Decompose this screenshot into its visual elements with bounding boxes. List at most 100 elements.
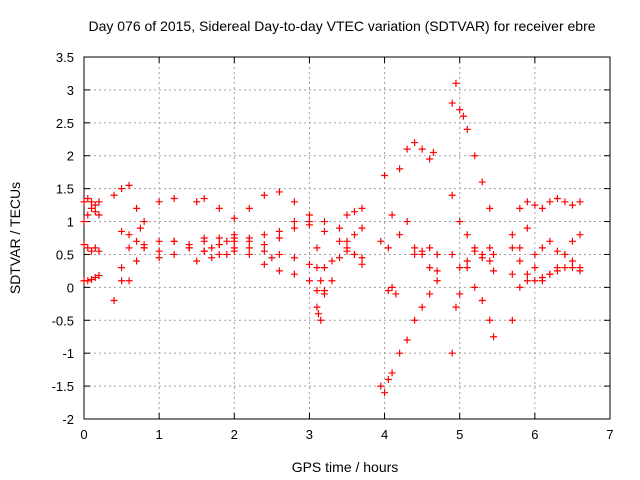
- data-point: [531, 250, 539, 258]
- data-point: [486, 204, 494, 212]
- data-point: [230, 214, 238, 222]
- data-point: [516, 244, 524, 252]
- x-tick-label: 5: [456, 427, 463, 442]
- data-point: [433, 277, 441, 285]
- data-point: [403, 336, 411, 344]
- data-point: [568, 201, 576, 209]
- data-point: [84, 195, 92, 203]
- data-point: [463, 231, 471, 239]
- series-arc-17: [411, 244, 441, 258]
- data-point: [290, 270, 298, 278]
- data-point: [155, 237, 163, 245]
- data-point: [91, 273, 99, 281]
- x-tick-label: 0: [80, 427, 87, 442]
- data-point: [478, 297, 486, 305]
- data-point: [490, 267, 498, 275]
- data-point: [88, 247, 96, 255]
- data-point: [335, 237, 343, 245]
- plot-frame: [83, 56, 611, 420]
- data-point: [260, 191, 268, 199]
- data-point: [118, 185, 126, 193]
- data-point: [84, 244, 92, 252]
- data-point: [88, 204, 96, 212]
- y-tick-label: 3: [67, 83, 74, 98]
- data-point: [88, 198, 96, 206]
- series-arc-21: [448, 247, 498, 275]
- series-arc-11: [313, 303, 325, 324]
- data-point: [418, 303, 426, 311]
- data-point: [553, 267, 561, 275]
- data-point: [561, 250, 569, 258]
- data-point: [403, 145, 411, 153]
- data-point: [418, 145, 426, 153]
- data-point: [314, 310, 322, 318]
- x-tick-label: 6: [531, 427, 538, 442]
- data-point: [223, 237, 231, 245]
- data-point: [343, 244, 351, 252]
- data-point: [317, 316, 325, 324]
- data-point: [118, 277, 126, 285]
- data-point: [328, 257, 336, 265]
- data-point: [320, 218, 328, 226]
- data-point: [110, 191, 118, 199]
- data-point: [561, 264, 569, 272]
- series-arc-13: [377, 139, 437, 252]
- data-point: [200, 195, 208, 203]
- data-point: [290, 218, 298, 226]
- y-tick-label: 2: [67, 149, 74, 164]
- data-point: [91, 208, 99, 216]
- y-tick-label: 0.5: [56, 247, 74, 262]
- data-point: [538, 204, 546, 212]
- data-point: [516, 257, 524, 265]
- data-point: [328, 277, 336, 285]
- data-point: [433, 250, 441, 258]
- data-point: [84, 277, 92, 285]
- data-point: [80, 241, 88, 249]
- data-point: [429, 148, 437, 156]
- data-point: [456, 290, 464, 298]
- data-point: [508, 316, 516, 324]
- data-point: [208, 244, 216, 252]
- series-arc-19: [448, 264, 498, 357]
- data-point: [411, 139, 419, 147]
- data-point: [381, 389, 389, 397]
- data-point: [553, 195, 561, 203]
- data-point: [245, 204, 253, 212]
- series-arc-9: [193, 221, 366, 268]
- data-point: [170, 195, 178, 203]
- data-point: [305, 260, 313, 268]
- data-point: [448, 250, 456, 258]
- data-point: [576, 231, 584, 239]
- data-point: [140, 218, 148, 226]
- data-point: [576, 267, 584, 275]
- data-point: [133, 204, 141, 212]
- data-point: [459, 112, 467, 120]
- series-arc-16: [396, 218, 441, 275]
- data-point: [486, 257, 494, 265]
- data-point: [230, 231, 238, 239]
- data-point: [305, 221, 313, 229]
- data-point: [463, 257, 471, 265]
- data-point: [313, 303, 321, 311]
- data-point: [471, 247, 479, 255]
- data-point: [471, 152, 479, 160]
- series-arc-22: [508, 195, 584, 239]
- data-point: [215, 204, 223, 212]
- data-point: [84, 211, 92, 219]
- data-point: [456, 106, 464, 114]
- data-point: [490, 333, 498, 341]
- data-point: [313, 244, 321, 252]
- data-point: [411, 250, 419, 258]
- series-arc-15: [384, 283, 400, 298]
- data-point: [95, 247, 103, 255]
- data-point: [125, 277, 133, 285]
- data-point: [546, 237, 554, 245]
- data-point: [313, 287, 321, 295]
- data-point: [275, 267, 283, 275]
- data-point: [200, 234, 208, 242]
- data-point: [343, 237, 351, 245]
- data-point: [155, 198, 163, 206]
- data-point: [95, 272, 103, 280]
- data-point: [426, 290, 434, 298]
- x-axis-label: GPS time / hours: [292, 459, 399, 475]
